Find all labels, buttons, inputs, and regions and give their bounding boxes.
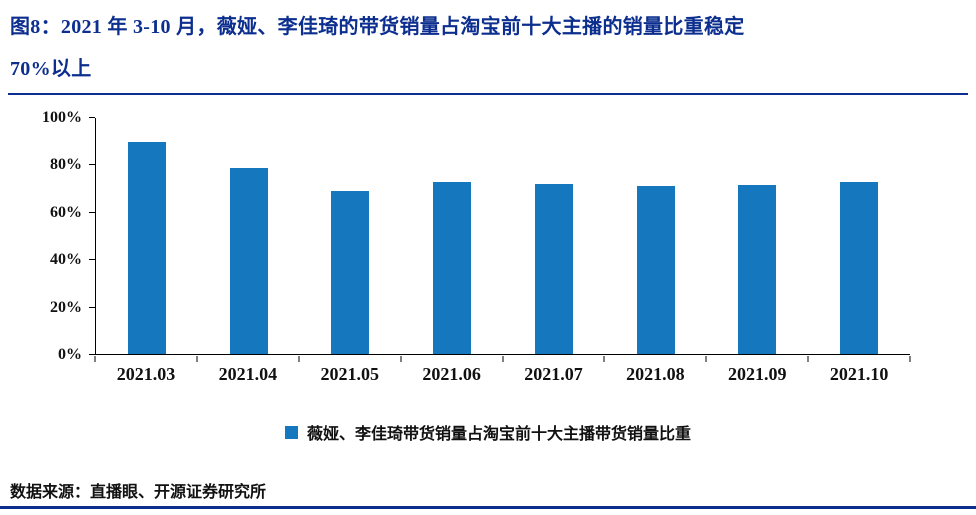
y-tick-label: 40% (50, 251, 82, 269)
bar-2021.10 (840, 181, 879, 354)
x-axis-labels: 2021.03 2021.04 2021.05 2021.06 2021.07 2021.… (95, 364, 910, 385)
bar-slot (96, 118, 198, 354)
bar-slot (808, 118, 910, 354)
x-tick-mark (94, 356, 96, 362)
y-tick-mark (89, 259, 95, 261)
data-source: 数据来源：直播眼、开源证券研究所 (10, 484, 267, 501)
legend-label: 薇娅、李佳琦带货销量占淘宝前十大主播带货销量比重 (306, 426, 691, 443)
y-axis: 0% 20% 40% 60% 80% 100% (0, 109, 95, 363)
x-axis-ticks (94, 356, 911, 363)
y-tick-mark (89, 211, 95, 213)
x-tick-mark (603, 356, 605, 362)
figure-title-line2: 70%以上 (10, 58, 92, 80)
bar-2021.06 (433, 181, 472, 354)
y-tick-label: 100% (42, 109, 82, 126)
bar-2021.07 (534, 184, 573, 354)
x-tick-mark (400, 356, 402, 362)
y-tick-label: 60% (50, 203, 82, 221)
y-tick-label: 80% (50, 156, 82, 174)
x-tick-label: 2021.10 (829, 364, 889, 384)
x-tick-label: 2021.04 (218, 364, 278, 384)
y-tick-label: 20% (50, 298, 82, 316)
legend: 薇娅、李佳琦带货销量占淘宝前十大主播带货销量比重 (0, 420, 976, 444)
y-tick-mark (89, 354, 95, 355)
bar-2021.08 (636, 186, 675, 354)
bar-slot (707, 118, 809, 354)
y-tick-label: 0% (58, 346, 82, 363)
y-tick-mark (89, 306, 95, 308)
x-tick-label: 2021.09 (727, 364, 787, 384)
bar-slot (503, 118, 605, 354)
bottom-divider (0, 506, 976, 509)
x-tick-mark (909, 356, 911, 362)
x-tick-label: 2021.07 (524, 364, 583, 384)
legend-swatch (284, 425, 298, 439)
plot-area (95, 118, 910, 355)
bar-slot (605, 118, 707, 354)
x-tick-mark (196, 356, 198, 362)
x-tick-label: 2021.06 (422, 364, 481, 384)
bar-slot (198, 118, 300, 354)
bar-2021.04 (229, 167, 268, 354)
bar-2021.05 (331, 191, 370, 354)
y-tick-mark (89, 164, 95, 166)
figure-title-line1: 图8：2021 年 3-10 月，薇娅、李佳琦的带货销量占淘宝前十大主播的销量比… (10, 16, 745, 38)
x-tick-label: 2021.03 (116, 364, 176, 384)
y-tick-mark (89, 117, 95, 118)
bar-slot (300, 118, 402, 354)
x-tick-label: 2021.05 (320, 364, 379, 384)
bar-2021.09 (738, 185, 777, 354)
figure-title: 图8：2021 年 3-10 月，薇娅、李佳琦的带货销量占淘宝前十大主播的销量比… (10, 6, 968, 90)
x-tick-mark (705, 356, 707, 362)
x-tick-mark (807, 356, 809, 362)
x-tick-mark (298, 356, 300, 362)
x-tick-mark (502, 356, 503, 362)
bar-2021.03 (127, 141, 166, 354)
x-tick-label: 2021.08 (626, 364, 685, 384)
title-divider (8, 93, 968, 95)
bar-slot (401, 118, 503, 354)
